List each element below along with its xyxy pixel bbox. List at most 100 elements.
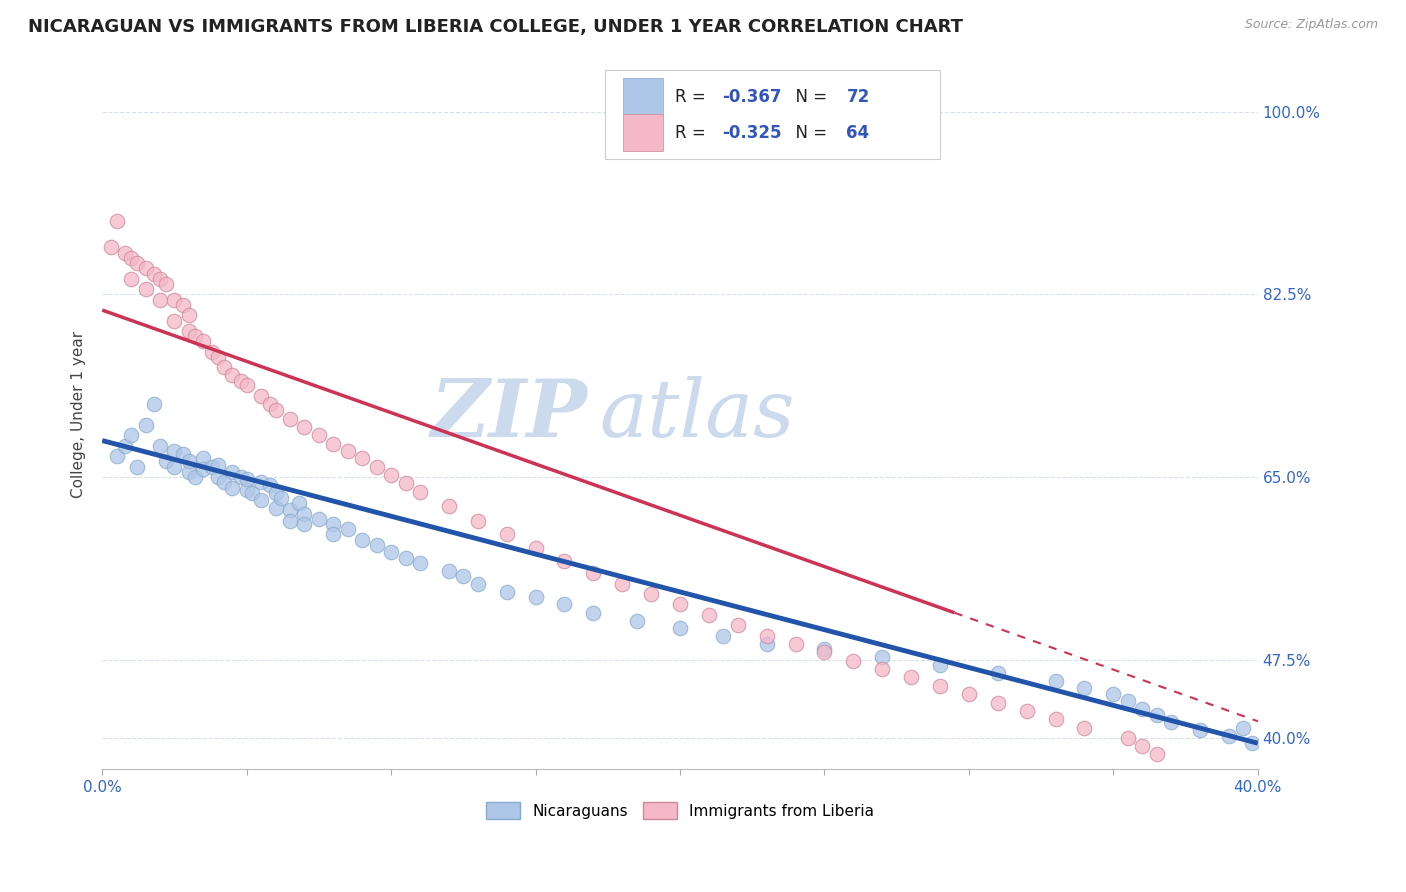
Point	[294, 420, 316, 434]
Point	[755, 629, 778, 643]
Point	[149, 293, 172, 307]
Point	[1130, 739, 1153, 754]
Point	[193, 451, 215, 466]
Point	[336, 522, 359, 536]
Point	[1160, 715, 1182, 730]
Point	[125, 459, 148, 474]
FancyBboxPatch shape	[623, 78, 662, 115]
Point	[409, 556, 432, 570]
Point	[149, 439, 172, 453]
Point	[957, 687, 980, 701]
Text: N =: N =	[785, 87, 832, 105]
Point	[163, 459, 186, 474]
Point	[120, 251, 142, 265]
Point	[308, 512, 330, 526]
Text: Source: ZipAtlas.com: Source: ZipAtlas.com	[1244, 18, 1378, 31]
Legend: Nicaraguans, Immigrants from Liberia: Nicaraguans, Immigrants from Liberia	[479, 796, 880, 825]
Point	[582, 606, 605, 620]
Point	[163, 313, 186, 327]
Point	[640, 587, 662, 601]
Point	[322, 516, 344, 531]
Point	[1102, 687, 1125, 701]
Point	[207, 458, 229, 472]
Point	[278, 411, 301, 425]
Point	[235, 378, 257, 392]
Point	[221, 465, 243, 479]
Point	[842, 654, 865, 668]
Point	[987, 696, 1010, 710]
Point	[394, 551, 416, 566]
Point	[183, 329, 205, 343]
Point	[409, 484, 432, 499]
Point	[114, 439, 136, 453]
Point	[242, 485, 264, 500]
Point	[727, 618, 749, 632]
Point	[870, 662, 893, 676]
Point	[235, 472, 257, 486]
Point	[813, 642, 835, 657]
Text: N =: N =	[785, 124, 832, 142]
Point	[193, 334, 215, 349]
Point	[870, 649, 893, 664]
Point	[221, 368, 243, 382]
Point	[1218, 729, 1240, 743]
Point	[1045, 712, 1067, 726]
Point	[1116, 731, 1139, 745]
Point	[155, 454, 177, 468]
Point	[235, 483, 257, 497]
Point	[308, 428, 330, 442]
Point	[278, 514, 301, 528]
Point	[250, 389, 273, 403]
Point	[105, 214, 128, 228]
Point	[1073, 721, 1095, 735]
Point	[553, 598, 575, 612]
Point	[135, 282, 157, 296]
Point	[987, 666, 1010, 681]
Point	[453, 569, 475, 583]
Point	[785, 637, 807, 651]
Text: -0.367: -0.367	[721, 87, 782, 105]
Point	[172, 447, 194, 461]
Point	[212, 475, 235, 490]
Point	[143, 397, 166, 411]
Point	[135, 261, 157, 276]
Point	[120, 272, 142, 286]
Point	[612, 576, 634, 591]
Point	[229, 470, 252, 484]
Point	[177, 465, 200, 479]
Point	[143, 267, 166, 281]
Point	[229, 374, 252, 388]
Point	[278, 503, 301, 517]
Point	[264, 485, 287, 500]
Point	[352, 451, 374, 466]
Point	[524, 541, 547, 555]
Point	[1130, 702, 1153, 716]
Point	[294, 516, 316, 531]
Point	[336, 444, 359, 458]
Point	[366, 459, 388, 474]
Point	[155, 277, 177, 291]
Point	[201, 459, 224, 474]
Point	[125, 256, 148, 270]
FancyBboxPatch shape	[605, 70, 941, 159]
Point	[177, 308, 200, 322]
Point	[264, 501, 287, 516]
Point	[207, 470, 229, 484]
Point	[1073, 681, 1095, 695]
Point	[105, 449, 128, 463]
Y-axis label: College, Under 1 year: College, Under 1 year	[72, 331, 86, 498]
Point	[177, 454, 200, 468]
Point	[900, 670, 922, 684]
Text: 64: 64	[846, 124, 869, 142]
Point	[697, 607, 720, 622]
Point	[1015, 704, 1038, 718]
Point	[114, 245, 136, 260]
Point	[366, 538, 388, 552]
Point	[626, 614, 648, 628]
Point	[1146, 747, 1168, 761]
Point	[193, 461, 215, 475]
FancyBboxPatch shape	[623, 114, 662, 151]
Point	[352, 533, 374, 547]
Point	[467, 576, 489, 591]
Point	[495, 527, 517, 541]
